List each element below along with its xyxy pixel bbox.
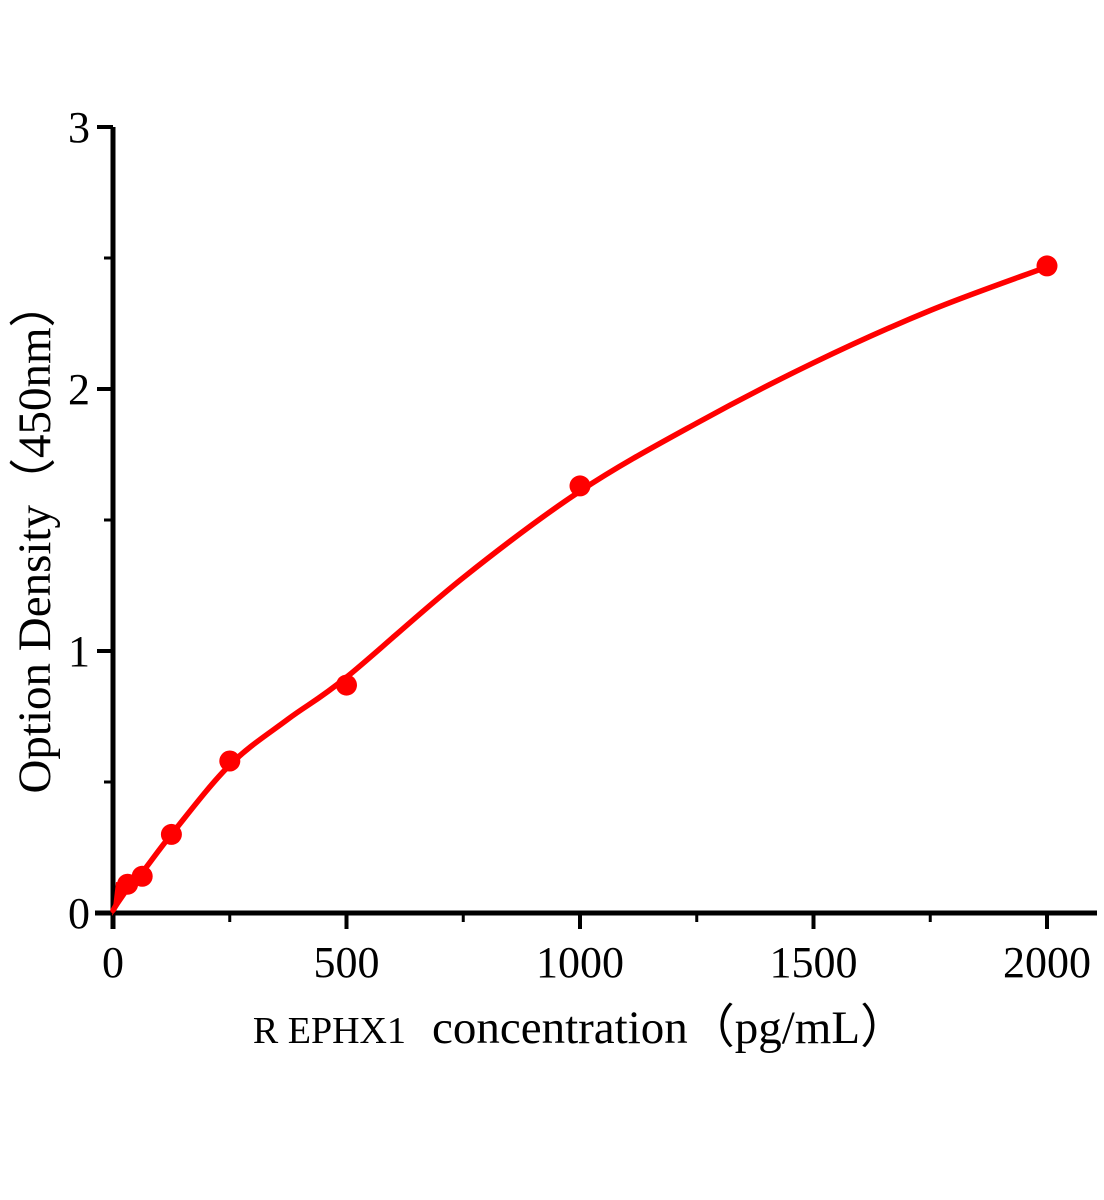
data-points	[117, 255, 1058, 895]
y-tick-label: 0	[68, 889, 90, 938]
x-axis-title-main: concentration（pg/mL）	[432, 1002, 907, 1054]
data-point	[131, 865, 153, 887]
data-point	[1036, 255, 1058, 277]
x-tick-label: 2000	[1003, 938, 1091, 987]
x-tick-label: 500	[314, 938, 380, 987]
series-standard-curve	[110, 255, 1058, 916]
x-tick-label: 1500	[770, 938, 858, 987]
x-axis-tick-labels: 0 500 1000 1500 2000	[102, 938, 1091, 987]
data-point	[569, 475, 591, 497]
y-axis-tick-labels: 0 1 2 3	[68, 103, 90, 938]
x-axis-title-prefix: R EPHX1	[253, 1010, 406, 1052]
x-axis: 0 500 1000 1500 2000 R EPHX1 concentration（pg…	[95, 910, 1097, 1054]
data-point	[336, 674, 357, 696]
y-axis-ticks	[97, 125, 113, 915]
x-axis-title: R EPHX1 concentration（pg/mL）	[253, 1002, 907, 1054]
y-tick-label: 2	[68, 365, 90, 414]
data-point	[219, 750, 241, 772]
data-point	[160, 823, 182, 845]
y-tick-label: 1	[68, 627, 90, 676]
y-axis-title: Option Density（450nm）	[9, 280, 61, 793]
y-tick-label: 3	[68, 103, 90, 152]
x-tick-label: 0	[102, 938, 124, 987]
x-tick-label: 1000	[536, 938, 624, 987]
fit-curve-line	[110, 264, 1050, 914]
y-axis: 0 1 2 3 Option Density（450nm）	[9, 103, 116, 938]
